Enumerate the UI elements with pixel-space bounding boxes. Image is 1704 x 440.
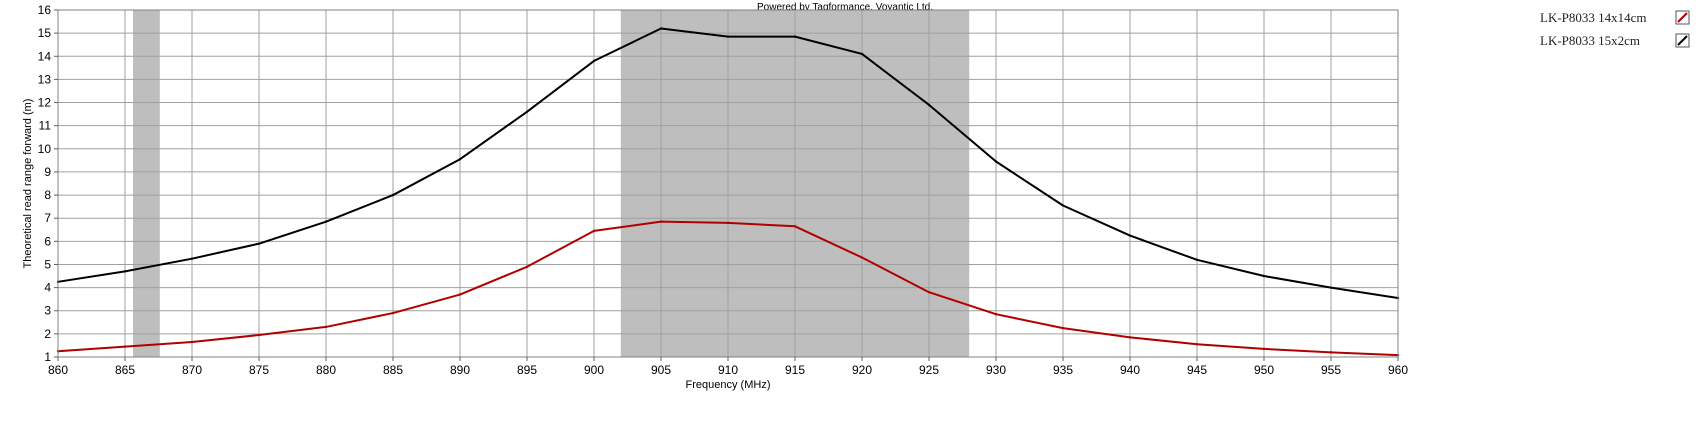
x-axis-label: Frequency (MHz) <box>686 379 771 391</box>
data-point-0-880 <box>324 325 328 329</box>
data-point-1-955 <box>1329 286 1333 289</box>
data-point-1-880 <box>324 220 328 223</box>
data-point-0-910 <box>726 221 730 225</box>
x-tick-label-885: 885 <box>383 363 403 377</box>
data-point-0-865 <box>123 345 127 348</box>
data-point-1-945 <box>1195 258 1199 262</box>
x-tick-label-945: 945 <box>1187 363 1207 377</box>
data-point-1-940 <box>1128 234 1132 237</box>
data-point-0-900 <box>592 229 596 233</box>
y-tick-label-15: 15 <box>38 26 52 40</box>
y-tick-label-6: 6 <box>44 234 51 248</box>
x-tick-label-890: 890 <box>450 363 470 377</box>
data-point-0-940 <box>1128 336 1132 339</box>
data-point-1-910 <box>726 35 730 38</box>
data-point-1-895 <box>525 110 529 113</box>
x-tick-label-930: 930 <box>986 363 1006 377</box>
legend: LK-P8033 14x14cm LK-P8033 15x2cm <box>1540 10 1690 48</box>
x-axis-ticks: 860 865 870 875 880 885 890 895 900 905 910 915 920 9… <box>48 357 1408 377</box>
grid-lines <box>57 9 1399 358</box>
x-tick-label-875: 875 <box>249 363 269 377</box>
y-tick-label-7: 7 <box>44 211 51 225</box>
data-point-1-870 <box>190 257 194 260</box>
data-point-0-875 <box>257 333 261 337</box>
x-tick-label-870: 870 <box>182 363 202 377</box>
data-point-0-920 <box>860 256 864 259</box>
series-lines <box>56 27 1400 357</box>
data-point-0-915 <box>793 225 797 228</box>
data-point-1-950 <box>1262 274 1266 278</box>
y-tick-label-12: 12 <box>38 96 52 110</box>
x-tick-label-955: 955 <box>1321 363 1341 377</box>
data-point-0-895 <box>525 265 529 268</box>
y-tick-label-1: 1 <box>44 350 51 364</box>
y-axis-label: Theoretical read range forward (m) <box>22 99 34 269</box>
data-point-0-930 <box>994 313 998 316</box>
data-point-1-925 <box>927 103 931 107</box>
data-point-0-955 <box>1329 351 1333 354</box>
y-tick-label-11: 11 <box>39 119 52 133</box>
x-tick-label-935: 935 <box>1053 363 1073 377</box>
data-point-0-885 <box>391 311 395 315</box>
data-point-1-905 <box>659 27 663 30</box>
x-tick-label-925: 925 <box>919 363 939 377</box>
data-point-1-890 <box>458 158 462 161</box>
x-tick-label-950: 950 <box>1254 363 1274 377</box>
y-tick-label-14: 14 <box>38 49 52 63</box>
x-tick-label-905: 905 <box>651 363 671 377</box>
x-tick-label-915: 915 <box>785 363 805 377</box>
legend-label-0: LK-P8033 14x14cm <box>1540 10 1647 25</box>
data-point-1-920 <box>860 52 864 56</box>
data-point-1-935 <box>1061 204 1065 207</box>
y-tick-label-13: 13 <box>38 72 52 86</box>
data-point-1-865 <box>123 270 127 273</box>
shaded-band-0 <box>133 10 160 357</box>
y-tick-label-10: 10 <box>38 142 52 156</box>
legend-swatch-line-1 <box>1677 35 1688 46</box>
data-point-0-945 <box>1195 343 1199 346</box>
data-point-0-950 <box>1262 347 1266 351</box>
y-tick-label-3: 3 <box>44 304 51 318</box>
data-point-1-915 <box>793 35 797 38</box>
data-point-0-925 <box>927 291 931 294</box>
x-tick-label-940: 940 <box>1120 363 1140 377</box>
data-point-1-875 <box>257 242 261 245</box>
data-point-1-900 <box>592 59 596 63</box>
data-point-1-930 <box>994 160 998 163</box>
x-tick-label-910: 910 <box>718 363 738 377</box>
data-point-1-885 <box>391 193 395 197</box>
credit-text: Powered by Tagformance, Voyantic Ltd. <box>757 2 933 13</box>
legend-label-1: LK-P8033 15x2cm <box>1540 33 1640 48</box>
data-point-0-905 <box>659 220 663 223</box>
y-tick-label-9: 9 <box>44 165 51 179</box>
y-tick-label-16: 16 <box>38 3 52 17</box>
y-tick-label-4: 4 <box>44 281 51 295</box>
data-point-0-870 <box>190 340 194 344</box>
x-tick-label-865: 865 <box>115 363 135 377</box>
x-tick-label-860: 860 <box>48 363 68 377</box>
data-point-0-890 <box>458 293 462 296</box>
y-tick-label-5: 5 <box>44 257 51 271</box>
y-tick-label-2: 2 <box>44 327 51 341</box>
x-tick-label-900: 900 <box>584 363 604 377</box>
x-tick-label-895: 895 <box>517 363 537 377</box>
x-tick-label-960: 960 <box>1388 363 1408 377</box>
x-tick-label-920: 920 <box>852 363 872 377</box>
data-point-0-935 <box>1061 326 1065 330</box>
frequency-bands <box>133 10 970 357</box>
y-tick-label-8: 8 <box>44 188 51 202</box>
x-tick-label-880: 880 <box>316 363 336 377</box>
legend-swatch-line-0 <box>1677 12 1688 23</box>
